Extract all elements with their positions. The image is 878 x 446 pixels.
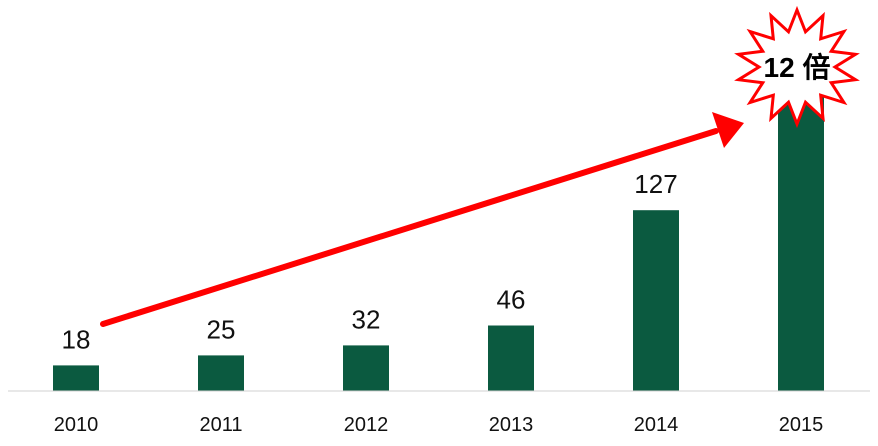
data-label-2011: 25 bbox=[207, 314, 236, 344]
data-label-2012: 32 bbox=[352, 304, 381, 334]
labels-layer: 18201025201132201246201312720142232015 bbox=[54, 33, 824, 436]
bars-layer bbox=[53, 73, 824, 391]
x-tick-label-2013: 2013 bbox=[489, 414, 534, 436]
x-tick-label-2011: 2011 bbox=[199, 414, 242, 436]
data-label-2013: 46 bbox=[497, 285, 526, 315]
bar-2012 bbox=[343, 345, 389, 391]
data-label-2014: 127 bbox=[634, 169, 677, 199]
bar-2015 bbox=[778, 73, 824, 391]
x-tick-label-2012: 2012 bbox=[344, 414, 389, 436]
bar-2010 bbox=[53, 365, 99, 391]
growth-arrow-line bbox=[100, 128, 719, 327]
bar-2011 bbox=[198, 355, 244, 391]
bar-2014 bbox=[633, 210, 679, 391]
growth-annotation: 12 倍 bbox=[100, 5, 860, 327]
x-tick-label-2010: 2010 bbox=[54, 414, 99, 436]
bar-2013 bbox=[488, 325, 534, 391]
data-label-2010: 18 bbox=[62, 324, 91, 354]
x-tick-label-2015: 2015 bbox=[779, 414, 824, 436]
x-tick-label-2014: 2014 bbox=[634, 414, 679, 436]
growth-arrow-head bbox=[712, 112, 744, 148]
growth-multiplier-label: 12 倍 bbox=[764, 51, 831, 83]
starburst-badge bbox=[734, 5, 860, 129]
